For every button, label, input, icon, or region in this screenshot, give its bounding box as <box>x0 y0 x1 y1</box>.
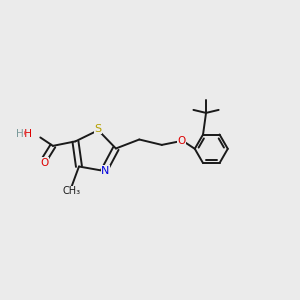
Text: OH: OH <box>17 130 33 140</box>
Text: CH₃: CH₃ <box>62 186 80 197</box>
Text: O: O <box>177 136 185 146</box>
Text: N: N <box>101 166 110 176</box>
Text: O: O <box>40 158 49 168</box>
Text: S: S <box>95 124 102 134</box>
Text: H: H <box>16 130 24 140</box>
